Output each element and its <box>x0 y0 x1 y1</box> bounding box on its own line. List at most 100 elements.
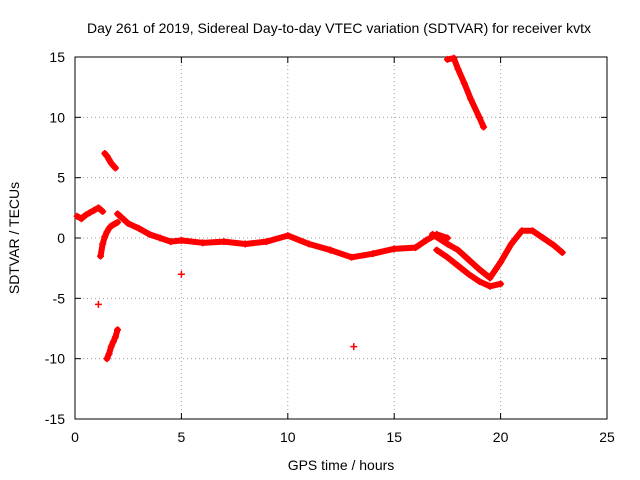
data-point <box>433 246 441 254</box>
data-point <box>497 280 505 288</box>
y-tick-label: -5 <box>53 290 66 306</box>
series-seg-morning <box>114 210 185 246</box>
data-point <box>348 253 356 261</box>
data-point <box>220 238 228 246</box>
y-tick-label: -10 <box>45 351 65 367</box>
series-seg-rising-arc <box>97 218 122 260</box>
x-tick-label: 20 <box>493 429 509 445</box>
data-point <box>103 228 111 236</box>
data-point <box>111 333 119 341</box>
data-point <box>518 227 526 235</box>
x-tick-label: 10 <box>280 429 296 445</box>
data-point <box>454 262 462 270</box>
data-point <box>475 113 483 121</box>
data-point <box>460 80 468 88</box>
series-line <box>178 232 334 254</box>
data-point <box>480 123 488 131</box>
series-seg-night <box>486 227 566 282</box>
data-point <box>105 156 113 164</box>
data-point <box>167 238 175 246</box>
data-point <box>475 277 483 285</box>
data-point <box>422 236 430 244</box>
series-seg-upper-spike <box>101 150 119 172</box>
data-point <box>486 274 494 282</box>
data-point <box>429 230 437 238</box>
data-point <box>107 343 115 351</box>
y-tick-label: 10 <box>49 109 65 125</box>
chart-title: Day 261 of 2019, Sidereal Day-to-day VTE… <box>87 20 591 36</box>
series-seg-evening-upper <box>429 230 494 282</box>
series-line <box>429 231 493 281</box>
data-point <box>475 265 483 273</box>
data-point <box>86 209 94 217</box>
data-point <box>443 253 451 261</box>
data-point <box>507 240 515 248</box>
data-point <box>443 55 451 63</box>
data-point <box>450 54 458 62</box>
data-point <box>114 326 122 334</box>
data-point <box>305 240 313 248</box>
data-point <box>97 252 105 260</box>
data-point <box>73 212 81 220</box>
axis-ticks: 0 5 10 15 20 25 -15 -10 -5 0 5 10 15 <box>45 49 615 445</box>
data-point <box>99 240 107 248</box>
data-point <box>103 152 111 160</box>
series-seg-high-arc <box>443 54 488 131</box>
series-seg-lower-spike <box>103 326 122 363</box>
series-seg-early-band <box>73 204 107 223</box>
data-point <box>114 218 122 226</box>
data-point <box>94 300 102 308</box>
y-tick-label: -15 <box>45 411 65 427</box>
y-tick-label: 15 <box>49 49 65 65</box>
data-point <box>145 230 153 238</box>
data-point <box>105 350 113 358</box>
data-point <box>284 232 292 240</box>
data-point <box>539 234 547 242</box>
data-point <box>156 234 164 242</box>
y-tick-label: 5 <box>57 170 65 186</box>
series-seg-outliers <box>94 270 358 351</box>
data-point <box>486 282 494 290</box>
data-point <box>111 164 119 172</box>
x-tick-label: 15 <box>386 429 402 445</box>
data-point <box>99 207 107 215</box>
data-point <box>550 241 558 249</box>
series-seg-evening-lower <box>433 246 505 290</box>
data-point <box>390 245 398 253</box>
data-point <box>558 248 566 256</box>
data-point <box>94 204 102 212</box>
y-axis-label: SDTVAR / TECUs <box>6 182 22 294</box>
x-tick-label: 5 <box>178 429 186 445</box>
data-point <box>369 250 377 258</box>
x-tick-label: 0 <box>71 429 79 445</box>
data-point <box>177 270 185 278</box>
data-point <box>82 211 90 219</box>
data-point <box>124 220 132 228</box>
data-point <box>109 338 117 346</box>
data-point <box>467 95 475 103</box>
x-axis-label: GPS time / hours <box>288 457 395 473</box>
data-point <box>263 238 271 246</box>
data-point <box>241 240 249 248</box>
series-line <box>486 227 566 281</box>
data-point <box>199 239 207 247</box>
data-point <box>443 234 451 242</box>
data-point <box>326 246 334 254</box>
data-point <box>454 65 462 73</box>
data-point <box>177 236 185 244</box>
y-tick-label: 0 <box>57 230 65 246</box>
data-points <box>73 54 566 363</box>
data-point <box>114 210 122 218</box>
data-point <box>103 355 111 363</box>
data-point <box>529 227 537 235</box>
data-point <box>77 215 85 223</box>
data-point <box>350 343 358 351</box>
data-point <box>411 244 419 252</box>
data-point <box>443 240 451 248</box>
data-point <box>135 224 143 232</box>
data-point <box>454 246 462 254</box>
x-tick-label: 25 <box>599 429 615 445</box>
data-point <box>90 206 98 214</box>
data-point <box>465 270 473 278</box>
